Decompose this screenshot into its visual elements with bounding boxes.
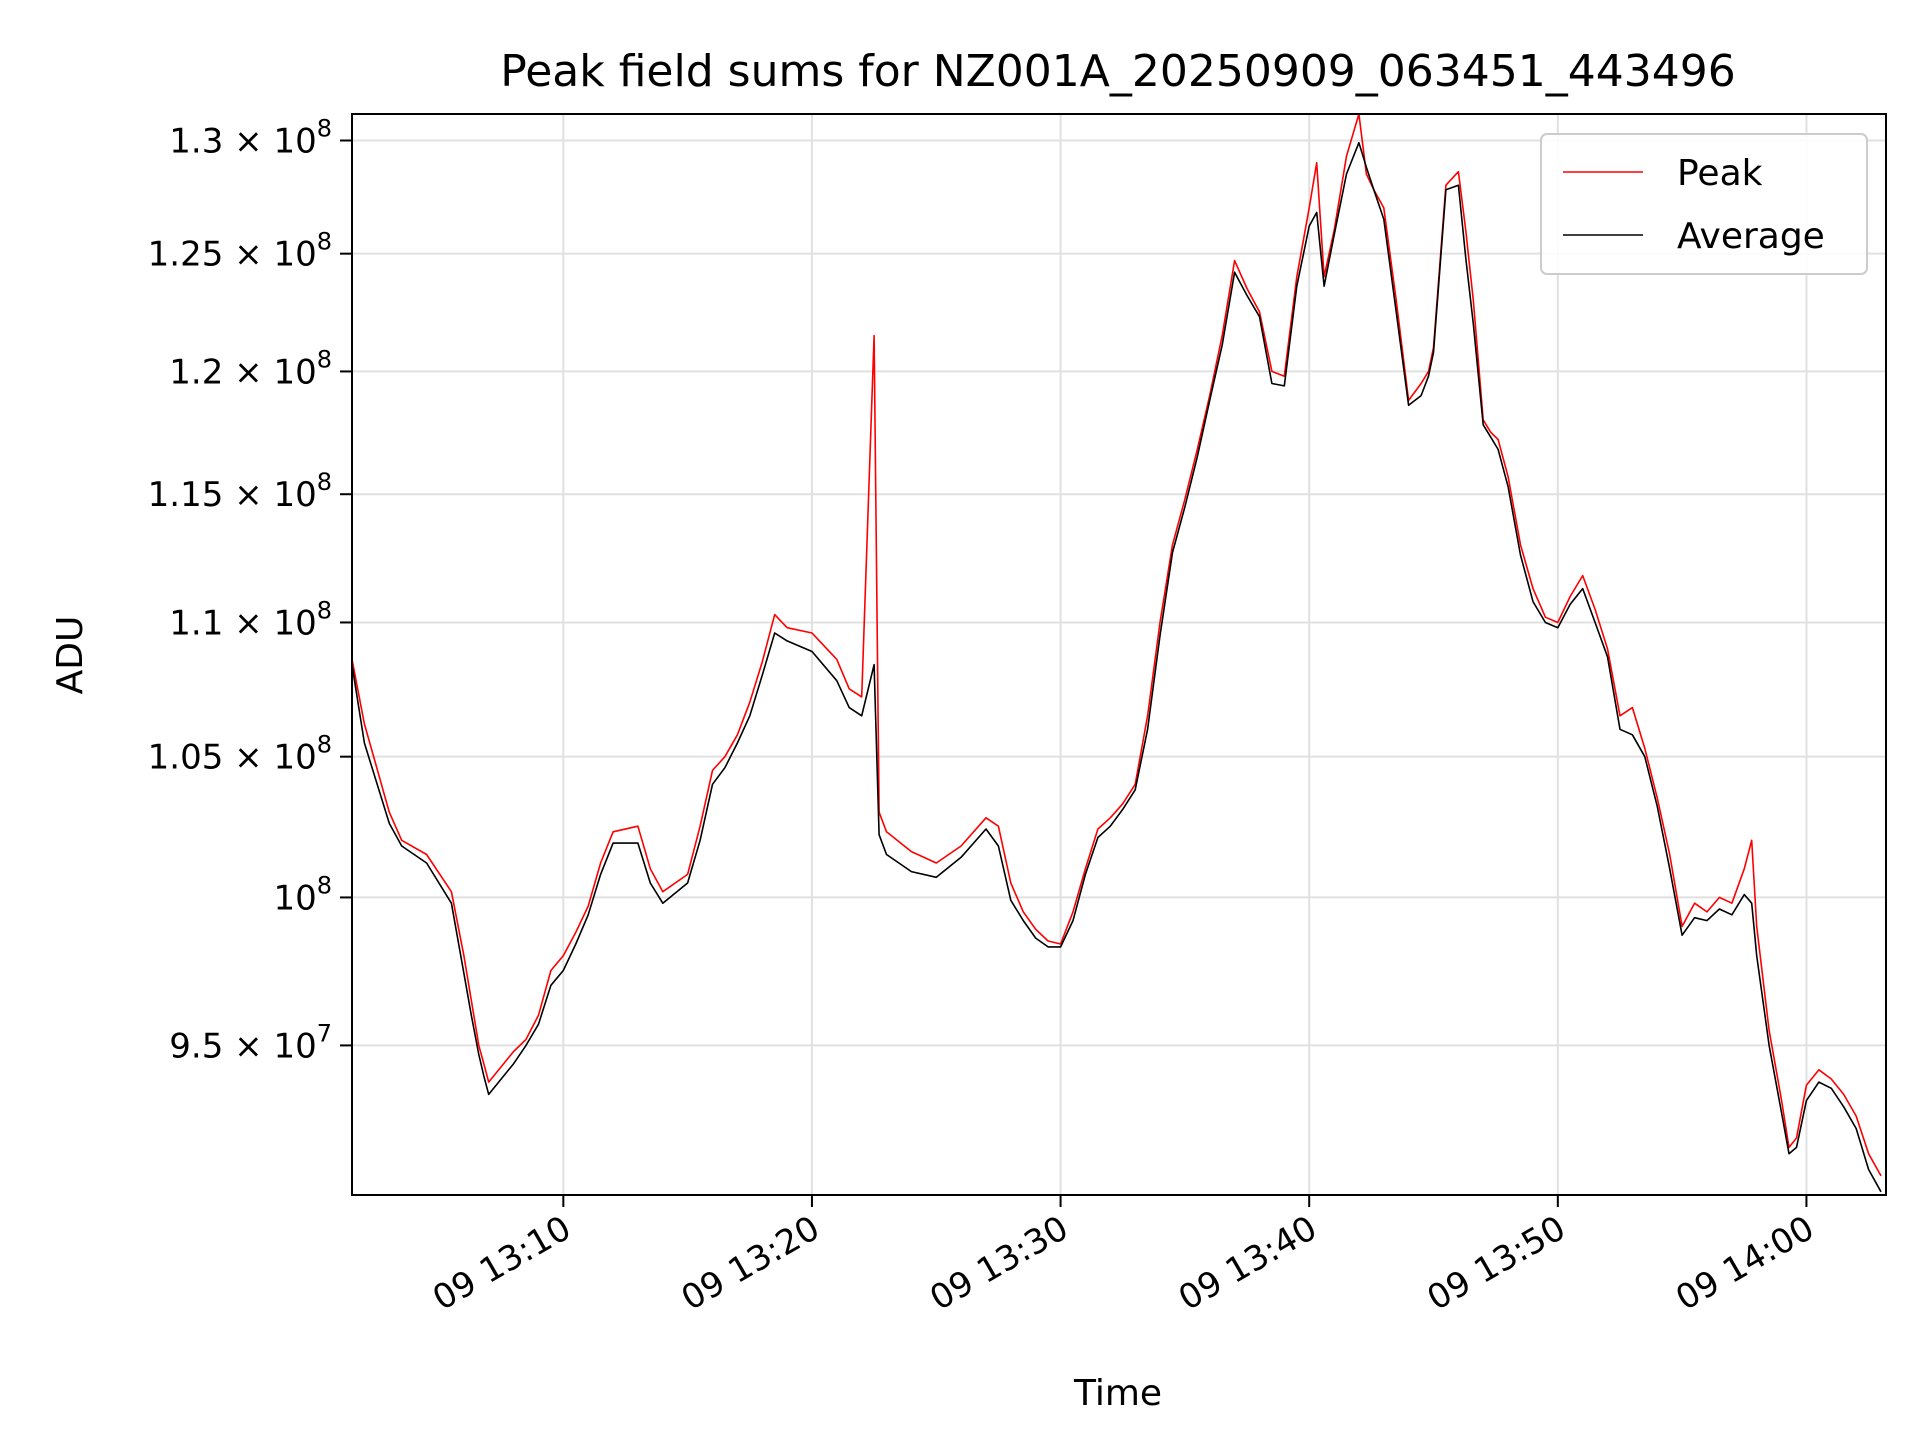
y-tick-label: 1.05 × 108: [148, 731, 332, 778]
y-tick-exponent: 7: [317, 1019, 332, 1047]
y-tick-label: 1.1 × 108: [169, 596, 332, 643]
legend-box: [1540, 133, 1868, 275]
y-tick-exponent: 8: [317, 596, 332, 624]
series-line-average: [352, 141, 1882, 1193]
series-line-peak: [352, 114, 1882, 1177]
chart-title: Peak field sums for NZ001A_20250909_0634…: [500, 46, 1735, 97]
y-tick-exponent: 8: [317, 731, 332, 759]
y-tick-label: 108: [273, 871, 332, 918]
y-tick-label: 1.25 × 108: [148, 228, 332, 275]
grid: [352, 114, 1886, 1195]
y-axis-label: ADU: [50, 616, 91, 695]
x-axis-label: Time: [1073, 1373, 1162, 1414]
y-tick-exponent: 8: [317, 115, 332, 143]
y-tick-exponent: 8: [317, 228, 332, 256]
y-tick-base: 10: [273, 878, 316, 918]
y-tick-exponent: 8: [317, 468, 332, 496]
legend-label-peak: Peak: [1677, 153, 1763, 194]
y-tick-label: 1.3 × 108: [169, 115, 332, 162]
y-tick-label: 1.15 × 108: [148, 468, 332, 515]
y-tick-exponent: 8: [317, 345, 332, 373]
y-tick-label: 1.2 × 108: [169, 345, 332, 392]
y-tick-base: 1.15 × 10: [148, 475, 317, 515]
y-tick-base: 1.25 × 10: [148, 235, 317, 275]
y-tick-base: 9.5 × 10: [169, 1026, 316, 1066]
y-tick-base: 1.3 × 10: [169, 122, 316, 162]
y-tick-base: 1.2 × 10: [169, 352, 316, 392]
plot-frame: [351, 113, 1887, 1196]
series-layer: [352, 114, 1882, 1193]
legend: Peak Average: [1540, 133, 1868, 275]
y-tick-base: 1.05 × 10: [148, 738, 317, 778]
y-tick-base: 1.1 × 10: [169, 603, 316, 643]
y-tick-label: 9.5 × 107: [169, 1019, 332, 1066]
y-tick-exponent: 8: [317, 871, 332, 899]
legend-label-average: Average: [1677, 216, 1825, 257]
